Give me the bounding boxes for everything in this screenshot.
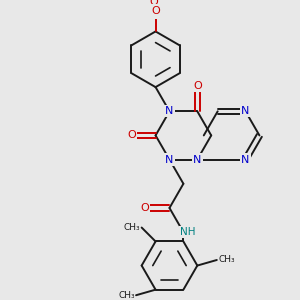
Text: N: N — [165, 154, 174, 164]
Text: N: N — [165, 106, 174, 116]
Text: NH: NH — [180, 227, 195, 237]
Text: O: O — [151, 6, 160, 16]
Text: N: N — [241, 106, 250, 116]
Text: O: O — [193, 81, 202, 91]
Text: CH₃: CH₃ — [124, 223, 140, 232]
Text: CH₃: CH₃ — [218, 256, 235, 265]
Text: CH₃: CH₃ — [118, 291, 135, 300]
Text: O: O — [128, 130, 136, 140]
Text: O: O — [140, 203, 149, 213]
Text: O: O — [150, 0, 158, 7]
Text: N: N — [241, 154, 250, 164]
Text: N: N — [193, 154, 202, 164]
